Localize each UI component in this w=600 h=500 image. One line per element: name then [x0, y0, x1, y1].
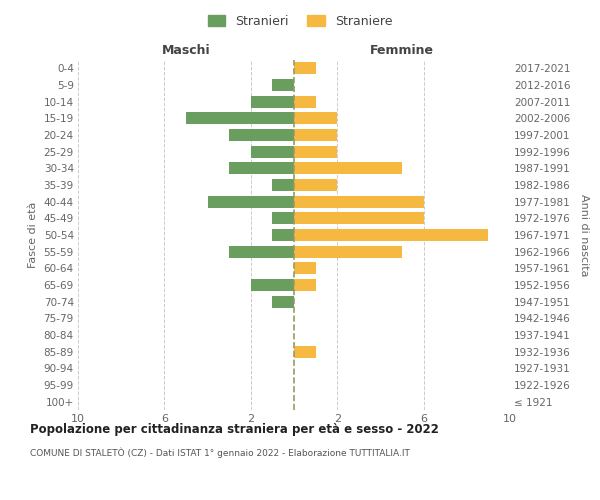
Bar [272, 212, 294, 224]
Y-axis label: Fasce di età: Fasce di età [28, 202, 38, 268]
Y-axis label: Anni di nascita: Anni di nascita [579, 194, 589, 276]
Bar [229, 162, 294, 174]
Bar [294, 96, 316, 108]
Bar [272, 79, 294, 91]
Bar [294, 262, 316, 274]
Bar [294, 229, 488, 241]
Bar [294, 246, 402, 258]
Text: COMUNE DI STALETÒ (CZ) - Dati ISTAT 1° gennaio 2022 - Elaborazione TUTTITALIA.IT: COMUNE DI STALETÒ (CZ) - Dati ISTAT 1° g… [30, 448, 410, 458]
Bar [294, 212, 424, 224]
Text: Maschi: Maschi [161, 44, 211, 57]
Bar [294, 146, 337, 158]
Bar [272, 229, 294, 241]
Bar [294, 129, 337, 141]
Bar [251, 279, 294, 291]
Bar [294, 279, 316, 291]
Bar [294, 346, 316, 358]
Bar [251, 96, 294, 108]
Bar [294, 179, 337, 191]
Bar [186, 112, 294, 124]
Text: Femmine: Femmine [370, 44, 434, 57]
Bar [229, 246, 294, 258]
Bar [294, 162, 402, 174]
Bar [272, 296, 294, 308]
Bar [294, 196, 424, 207]
Bar [251, 146, 294, 158]
Bar [208, 196, 294, 207]
Legend: Stranieri, Straniere: Stranieri, Straniere [204, 11, 396, 32]
Text: Popolazione per cittadinanza straniera per età e sesso - 2022: Popolazione per cittadinanza straniera p… [30, 422, 439, 436]
Bar [294, 112, 337, 124]
Bar [229, 129, 294, 141]
Bar [272, 179, 294, 191]
Bar [294, 62, 316, 74]
